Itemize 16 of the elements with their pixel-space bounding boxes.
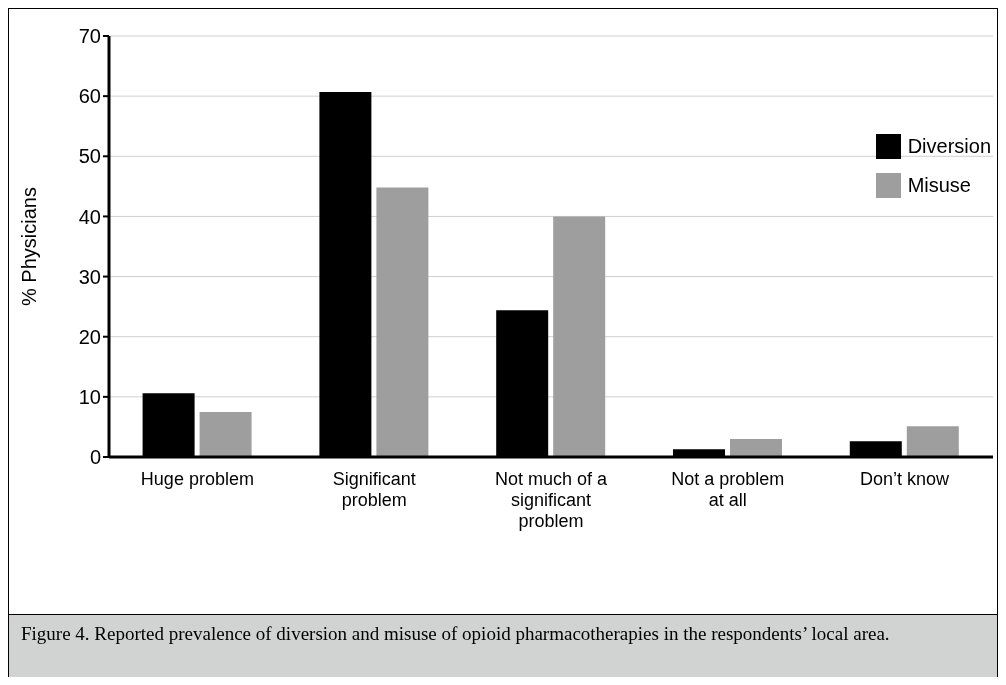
y-tick-label: 70	[78, 25, 101, 48]
y-tick-label: 20	[78, 325, 101, 348]
y-tick-label: 60	[78, 85, 101, 108]
y-tick-label: 10	[78, 385, 101, 408]
y-tick-label: 30	[78, 265, 101, 288]
x-tick-label: Significant problem	[332, 469, 416, 510]
y-axis-title: % Physicians	[18, 187, 41, 306]
y-tick-label: 0	[89, 446, 101, 469]
y-tick-label: 50	[78, 145, 101, 168]
x-tick-label: Huge problem	[140, 469, 254, 489]
legend-label: Diversion	[907, 135, 991, 158]
x-tick-label: Not a problem at all	[671, 469, 785, 510]
legend-label: Misuse	[907, 174, 971, 197]
y-tick-label: 40	[78, 205, 101, 228]
x-tick-label: Don’t know	[860, 469, 951, 489]
x-tick-label: Not much of a significant problem	[494, 469, 609, 531]
